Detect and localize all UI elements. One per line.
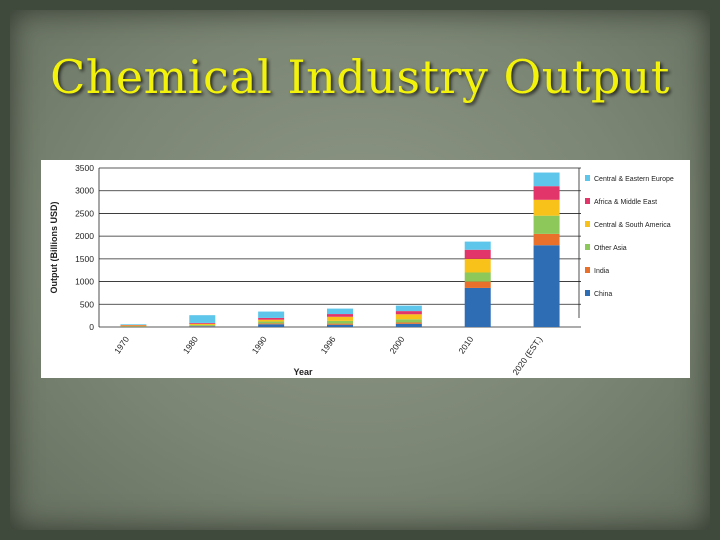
bar-segment [464,281,491,288]
x-tick-label: 2020 (EST.) [510,334,544,377]
bar-segment [464,258,491,273]
bar-segment [327,323,353,325]
legend-label: China [594,291,612,298]
legend-label: Other Asia [594,245,627,252]
bar-segment [395,319,422,323]
bar-segment [533,215,560,234]
bar-segment [120,324,147,325]
bar-segment [258,323,285,325]
bar-segment [533,233,560,246]
bar-segment [327,324,353,327]
bar-segment [464,272,491,282]
bar-segment [464,241,491,250]
x-tick-label: 1970 [112,334,131,355]
y-tick-label: 2500 [75,208,94,218]
bar-segment [189,323,216,325]
bar-segment [327,316,353,321]
bar-segment [464,287,491,327]
bar-segment [189,326,216,327]
legend-swatch [585,175,590,181]
x-tick-label: 2010 [456,334,475,355]
x-tick-label: 1990 [250,334,269,355]
bar-segment [258,317,285,320]
y-tick-label: 2000 [75,231,94,241]
x-tick-label: 2000 [387,334,406,355]
bar-segment [258,319,285,322]
bar-segment [395,311,422,315]
legend-label: Central & Eastern Europe [594,176,674,183]
y-tick-label: 0 [89,322,94,332]
legend-swatch [585,198,590,204]
legend-label: Central & South America [594,222,671,229]
chart-panel: 0 500 1000 1500 2000 2500 3000 3500 1970 1980 1990… [41,160,690,378]
x-tick-label: 1980 [181,334,200,355]
bar-segment [327,308,353,315]
bar-segment [395,322,422,324]
y-tick-label: 3000 [75,186,94,196]
bar-segment [395,323,422,327]
x-axis-title: Year [293,367,313,377]
bar-segment [533,245,560,327]
y-axis-title: Output (Billions USD) [49,202,59,294]
bar-segment [258,324,285,327]
bar-segment [327,314,353,317]
bar-segment [189,322,216,324]
slide-title: Chemical Industry Output [50,50,670,104]
bar-segment [258,311,285,318]
bar-segment [189,324,216,326]
legend-label: Africa & Middle East [594,199,657,206]
bar-segment [533,172,560,187]
legend-swatch [585,290,590,296]
legend-swatch [585,267,590,273]
bar-segment [533,199,560,216]
bar-segment [189,315,216,323]
bar-segment [258,321,285,324]
bar-segment [464,249,491,259]
legend-swatch [585,244,590,250]
legend-swatch [585,221,590,227]
y-tick-label: 500 [80,299,94,309]
bar-segment [395,305,422,312]
bar-segment [395,314,422,320]
bar-segment [533,186,560,200]
legend-label: India [594,268,609,275]
bar-segment [327,320,353,324]
bar-segment [120,325,147,327]
y-tick-label: 1500 [75,254,94,264]
y-tick-label: 1000 [75,277,94,287]
x-tick-label: 1996 [319,334,338,355]
y-tick-label: 3500 [75,163,94,173]
stacked-bar-chart: 0 500 1000 1500 2000 2500 3000 3500 1970 1980 1990… [49,163,674,377]
